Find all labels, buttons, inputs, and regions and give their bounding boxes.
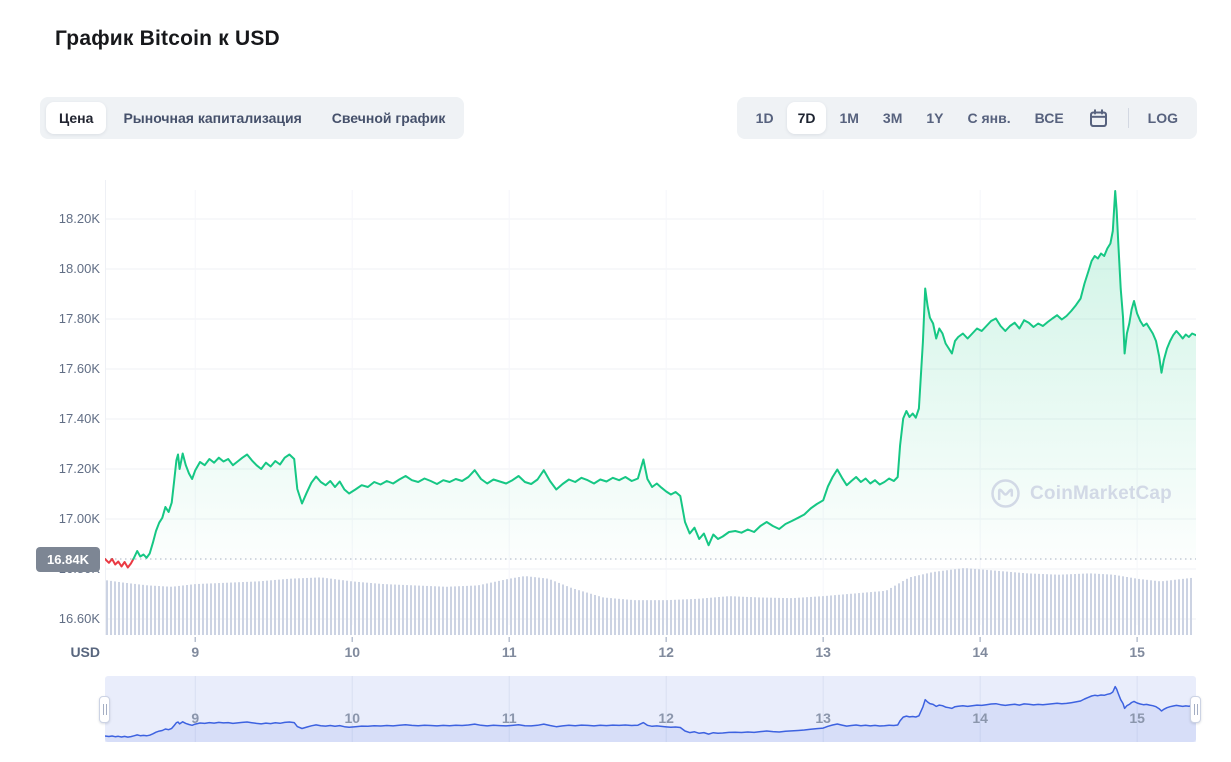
calendar-icon bbox=[1089, 108, 1107, 127]
y-axis-label: 18.00K bbox=[58, 261, 100, 276]
toolbar-divider bbox=[1127, 108, 1129, 128]
price-chart-svg[interactable] bbox=[105, 160, 1196, 642]
range-1m-button[interactable]: 1M bbox=[828, 102, 869, 134]
x-axis-label: 12 bbox=[658, 644, 674, 660]
x-axis-label: 10 bbox=[344, 644, 361, 660]
current-price-badge: 16.84K bbox=[36, 546, 100, 572]
navigator-axis-label: 10 bbox=[344, 710, 361, 726]
chart-type-tabs: Цена Рыночная капитализация Свечной граф… bbox=[40, 97, 465, 139]
y-axis-label: 17.20K bbox=[58, 461, 100, 476]
tab-price[interactable]: Цена bbox=[46, 102, 107, 134]
range-all-button[interactable]: ВСЕ bbox=[1024, 102, 1075, 134]
navigator-chart-svg[interactable] bbox=[105, 676, 1196, 742]
calendar-button[interactable] bbox=[1077, 103, 1120, 134]
y-axis-label: 16.60K bbox=[58, 611, 100, 626]
x-axis-label: 15 bbox=[1129, 644, 1145, 660]
navigator-right-handle[interactable] bbox=[1190, 696, 1201, 723]
coinmarketcap-watermark: CoinMarketCap bbox=[990, 478, 1172, 509]
log-scale-button[interactable]: LOG bbox=[1137, 102, 1189, 134]
navigator-axis-label: 9 bbox=[191, 710, 200, 726]
y-axis-label: 17.40K bbox=[58, 411, 100, 426]
x-axis-label: 13 bbox=[815, 644, 831, 660]
y-axis-label: 17.00K bbox=[58, 511, 100, 526]
navigator-axis-label: 12 bbox=[658, 710, 674, 726]
range-7d-button[interactable]: 7D bbox=[786, 102, 827, 134]
watermark-text: CoinMarketCap bbox=[1030, 482, 1172, 504]
navigator-axis-label: 14 bbox=[972, 710, 988, 726]
y-axis-label: 18.20K bbox=[58, 211, 100, 226]
navigator-axis-label: 15 bbox=[1129, 710, 1145, 726]
navigator-axis-label: 13 bbox=[815, 710, 831, 726]
x-axis-label: 9 bbox=[191, 644, 200, 660]
range-1d-button[interactable]: 1D bbox=[745, 102, 785, 134]
range-navigator[interactable]: 9 10 11 12 13 14 15 bbox=[99, 676, 1201, 742]
page-title: График Bitcoin к USD bbox=[55, 27, 280, 50]
x-axis-label: 14 bbox=[972, 644, 988, 660]
x-axis-label: 11 bbox=[501, 644, 517, 660]
range-3m-button[interactable]: 3M bbox=[872, 102, 913, 134]
tab-candlestick[interactable]: Свечной график bbox=[319, 102, 459, 134]
range-toolbar: 1D 7D 1M 3M 1Y С янв. ВСЕ LOG bbox=[736, 97, 1197, 139]
y-axis-label: 17.60K bbox=[58, 361, 100, 376]
price-chart[interactable]: 18.20K 18.00K 17.80K 17.60K 17.40K 17.20K 17.0… bbox=[0, 150, 1231, 665]
y-axis-unit: USD bbox=[70, 644, 100, 660]
range-ytd-button[interactable]: С янв. bbox=[957, 102, 1022, 134]
navigator-left-handle[interactable] bbox=[99, 696, 110, 723]
navigator-axis-label: 11 bbox=[501, 710, 517, 726]
coinmarketcap-logo-icon bbox=[991, 479, 1020, 508]
plot-left-border bbox=[105, 180, 106, 635]
tab-market-cap[interactable]: Рыночная капитализация bbox=[110, 102, 314, 134]
range-1y-button[interactable]: 1Y bbox=[915, 102, 954, 134]
y-axis-label: 17.80K bbox=[58, 311, 100, 326]
